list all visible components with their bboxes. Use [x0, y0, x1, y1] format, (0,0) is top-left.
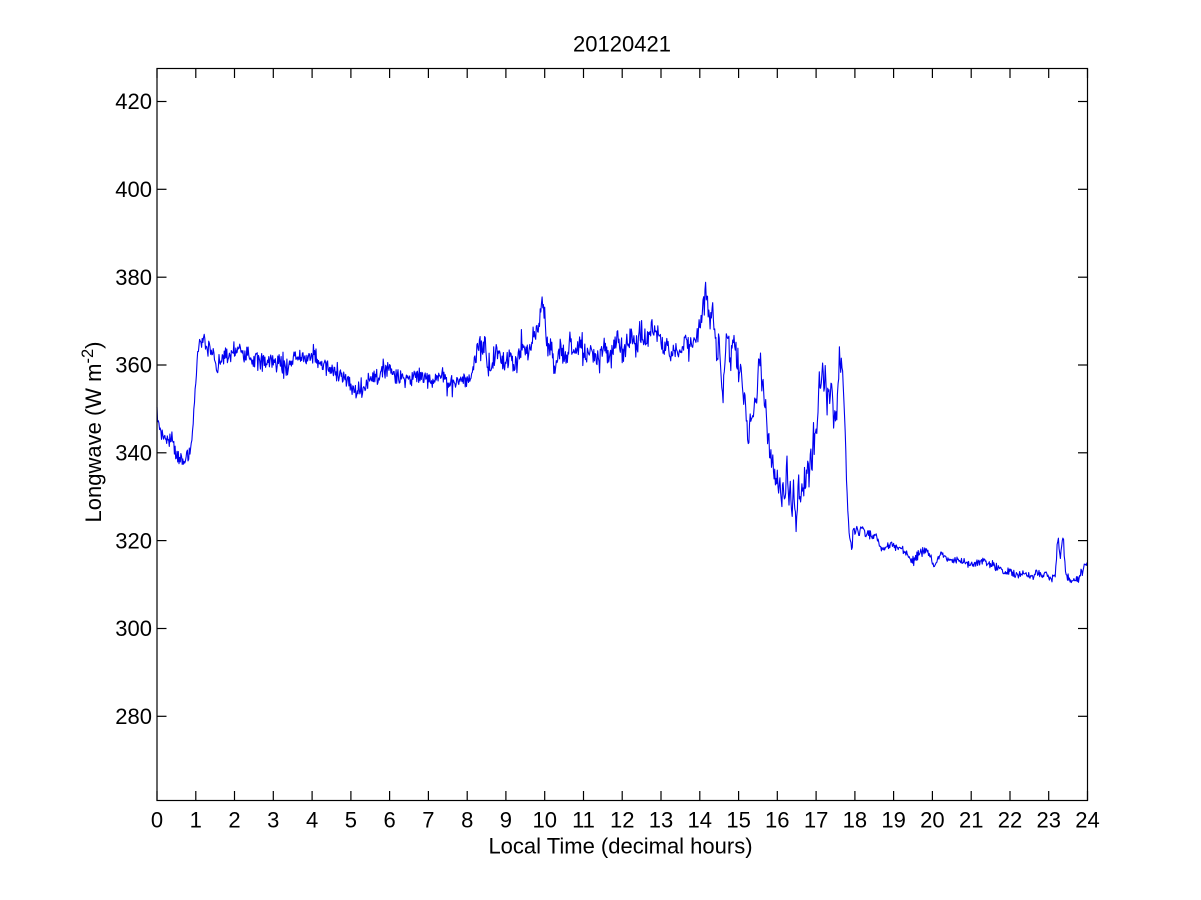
svg-text:16: 16 — [765, 808, 789, 833]
svg-text:Longwave (W m-2): Longwave (W m-2) — [79, 342, 106, 523]
svg-text:21: 21 — [959, 808, 983, 833]
svg-text:19: 19 — [881, 808, 905, 833]
svg-text:18: 18 — [843, 808, 867, 833]
svg-text:6: 6 — [383, 808, 395, 833]
svg-text:5: 5 — [345, 808, 357, 833]
svg-text:23: 23 — [1036, 808, 1060, 833]
svg-text:1: 1 — [190, 808, 202, 833]
svg-text:20: 20 — [920, 808, 944, 833]
svg-text:400: 400 — [115, 177, 152, 202]
svg-text:8: 8 — [461, 808, 473, 833]
svg-text:Local Time (decimal hours): Local Time (decimal hours) — [488, 834, 752, 859]
svg-text:2: 2 — [228, 808, 240, 833]
svg-text:340: 340 — [115, 441, 152, 466]
svg-text:9: 9 — [500, 808, 512, 833]
svg-text:10: 10 — [532, 808, 556, 833]
svg-text:11: 11 — [572, 808, 595, 833]
svg-text:13: 13 — [649, 808, 673, 833]
svg-text:380: 380 — [115, 265, 152, 290]
svg-text:0: 0 — [151, 808, 163, 833]
svg-text:14: 14 — [688, 808, 712, 833]
svg-text:4: 4 — [306, 808, 318, 833]
svg-text:320: 320 — [115, 528, 152, 553]
svg-text:17: 17 — [804, 808, 828, 833]
svg-text:300: 300 — [115, 616, 152, 641]
svg-text:12: 12 — [610, 808, 634, 833]
svg-text:7: 7 — [422, 808, 434, 833]
svg-text:20120421: 20120421 — [573, 32, 671, 57]
svg-text:280: 280 — [115, 704, 152, 729]
svg-text:360: 360 — [115, 353, 152, 378]
svg-text:3: 3 — [267, 808, 279, 833]
svg-text:15: 15 — [726, 808, 750, 833]
svg-text:24: 24 — [1075, 808, 1099, 833]
svg-text:420: 420 — [115, 89, 152, 114]
svg-text:22: 22 — [998, 808, 1022, 833]
